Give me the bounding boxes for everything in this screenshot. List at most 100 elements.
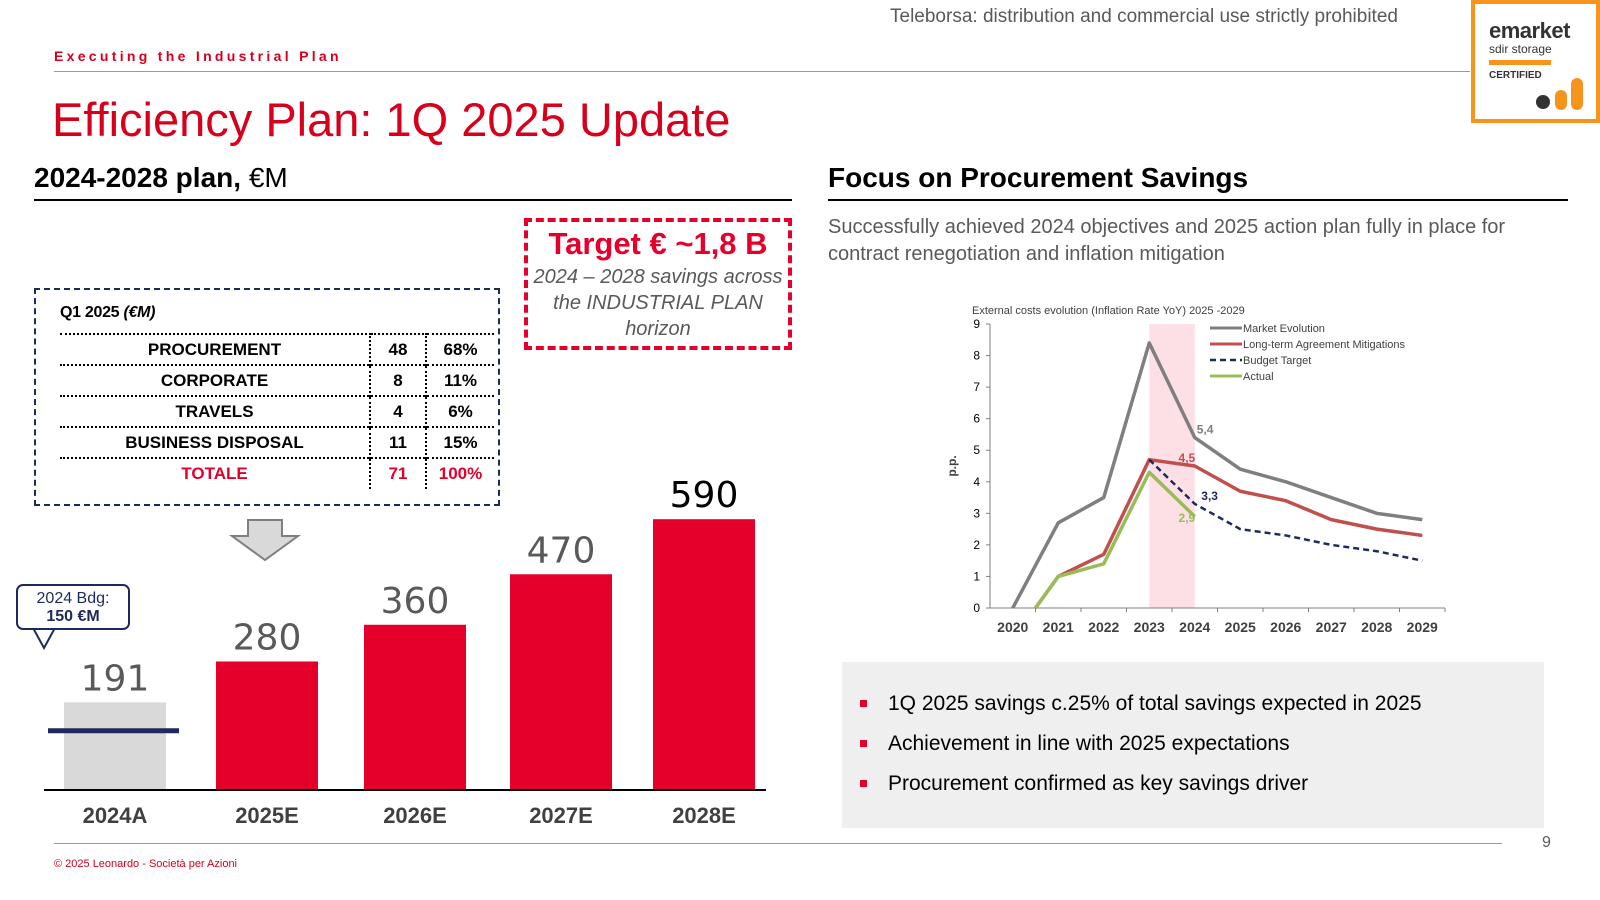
watermark-text: Teleborsa: distribution and commercial u… (890, 6, 1398, 27)
table-row: PROCUREMENT 48 68% (60, 333, 494, 365)
list-item: Procurement confirmed as key savings dri… (860, 764, 1544, 804)
footer-divider (54, 843, 1502, 844)
q1-breakdown-table: PROCUREMENT 48 68% CORPORATE 8 11% TRAVE… (60, 333, 494, 489)
budget-callout: 2024 Bdg: 150 €M (16, 584, 130, 630)
x-tick-label: 2023 (1134, 619, 1165, 635)
bar-2024A (64, 702, 166, 790)
plan-bar-chart: 191 2024A 280 2025E 360 2026E 470 2027E 590 2028E (44, 475, 766, 828)
q1-title-unit: (€M) (123, 304, 156, 321)
x-tick-label: 2029 (1407, 619, 1438, 635)
copyright-text: © 2025 Leonardo - Società per Azioni (54, 858, 238, 870)
bar-category-label: 2026E (383, 803, 447, 828)
x-tick-label: 2022 (1088, 619, 1119, 635)
q1-row-value: 8 (370, 364, 427, 396)
q1-row-pct: 6% (426, 395, 494, 427)
y-tick-label: 6 (973, 412, 980, 426)
right-section-subtitle: Successfully achieved 2024 objectives an… (828, 216, 1506, 265)
arrow-down-icon (228, 519, 302, 562)
bar-2025E (216, 661, 318, 790)
bar-category-label: 2027E (529, 803, 593, 828)
list-item: 1Q 2025 savings c.25% of total savings e… (860, 684, 1544, 724)
q1-total-label: TOTALE (60, 457, 371, 489)
q1-row-value: 4 (370, 395, 427, 427)
target-box: Target € ~1,8 B 2024 – 2028 savings acro… (524, 218, 792, 350)
data-label: 2,9 (1179, 511, 1196, 525)
page-title: Efficiency Plan: 1Q 2025 Update (52, 93, 731, 146)
list-item: Achievement in line with 2025 expectatio… (860, 724, 1544, 764)
q1-total-pct: 100% (426, 457, 494, 489)
bar-value-label: 470 (527, 530, 596, 571)
x-tick-label: 2027 (1316, 619, 1347, 635)
data-label: 4,5 (1179, 451, 1196, 465)
emarket-orange-bar (1489, 60, 1551, 65)
bar-value-label: 590 (670, 475, 739, 516)
bar-value-label: 360 (381, 581, 450, 622)
left-section-unit: €M (248, 162, 288, 193)
y-tick-label: 4 (973, 475, 980, 489)
y-tick-label: 5 (973, 443, 980, 457)
emarket-certified-label: CERTIFIED (1489, 70, 1542, 81)
series-line (1034, 470, 1196, 610)
q1-row-label: PROCUREMENT (60, 333, 371, 365)
target-description: 2024 – 2028 savings across the INDUSTRIA… (533, 266, 783, 340)
y-tick-label: 3 (973, 506, 980, 520)
key-points-box: 1Q 2025 savings c.25% of total savings e… (842, 662, 1544, 828)
table-row: BUSINESS DISPOSAL 11 15% (60, 426, 494, 458)
legend-entry: Actual (1243, 371, 1274, 383)
series-line (1034, 457, 1423, 610)
bar-2028E (653, 519, 755, 790)
q1-table-title: Q1 2025 (€M) (60, 304, 155, 322)
y-axis-label: p.p. (945, 455, 959, 476)
section-kicker: Executing the Industrial Plan (54, 48, 342, 64)
y-tick-label: 2 (973, 538, 980, 552)
target-title: Target € ~1,8 B (548, 226, 768, 261)
series-line (1011, 341, 1423, 609)
left-section-title-text: 2024-2028 plan, (34, 162, 242, 193)
bar-2027E (510, 574, 612, 790)
left-section-title: 2024-2028 plan, €M (34, 162, 288, 194)
table-row: TRAVELS 4 6% (60, 395, 494, 427)
page-number: 9 (1542, 834, 1551, 851)
y-tick-label: 9 (973, 317, 980, 331)
data-label: 5,4 (1197, 423, 1214, 437)
q1-row-label: CORPORATE (60, 364, 371, 396)
bar-value-label: 280 (233, 617, 302, 658)
inflation-line-chart: External costs evolution (Inflation Rate… (945, 305, 1446, 635)
emarket-title: emarket (1489, 18, 1570, 43)
q1-row-pct: 68% (426, 333, 494, 365)
bar-category-label: 2025E (235, 803, 299, 828)
y-tick-label: 1 (973, 569, 980, 583)
q1-breakdown-box: Q1 2025 (€M) PROCUREMENT 48 68% CORPORAT… (34, 288, 500, 506)
emarket-certified-badge: emarket sdir storage CERTIFIED (1471, 0, 1600, 123)
x-tick-label: 2028 (1361, 619, 1392, 635)
kicker-divider (54, 71, 1470, 72)
emarket-subtitle: sdir storage (1489, 42, 1552, 56)
x-tick-label: 2025 (1225, 619, 1256, 635)
bar-category-label: 2028E (672, 803, 736, 828)
y-tick-label: 0 (973, 601, 980, 615)
key-points-list: 1Q 2025 savings c.25% of total savings e… (842, 662, 1544, 804)
x-tick-label: 2026 (1270, 619, 1301, 635)
budget-callout-label: 2024 Bdg: (36, 590, 110, 607)
data-label: 3,3 (1201, 489, 1218, 503)
y-tick-label: 7 (973, 380, 980, 394)
q1-row-value: 48 (370, 333, 427, 365)
right-section-title: Focus on Procurement Savings (828, 162, 1249, 193)
bar-value-label: 191 (81, 658, 150, 699)
q1-row-label: TRAVELS (60, 395, 371, 427)
table-row-total: TOTALE 71 100% (60, 457, 494, 489)
bar-2026E (364, 624, 466, 790)
x-tick-label: 2024 (1179, 619, 1210, 635)
q1-title-text: Q1 2025 (60, 304, 120, 321)
table-row: CORPORATE 8 11% (60, 364, 494, 396)
q1-row-pct: 11% (426, 364, 494, 396)
budget-callout-value: 150 €M (46, 608, 100, 625)
x-tick-label: 2020 (997, 619, 1028, 635)
series-line (1148, 458, 1423, 562)
q1-row-label: BUSINESS DISPOSAL (60, 426, 371, 458)
emarket-logo-icon (1536, 78, 1583, 110)
line-chart-title: External costs evolution (Inflation Rate… (972, 305, 1245, 317)
left-section-rule (34, 199, 792, 201)
right-section-rule (828, 199, 1568, 201)
legend-entry: Market Evolution (1243, 323, 1325, 335)
